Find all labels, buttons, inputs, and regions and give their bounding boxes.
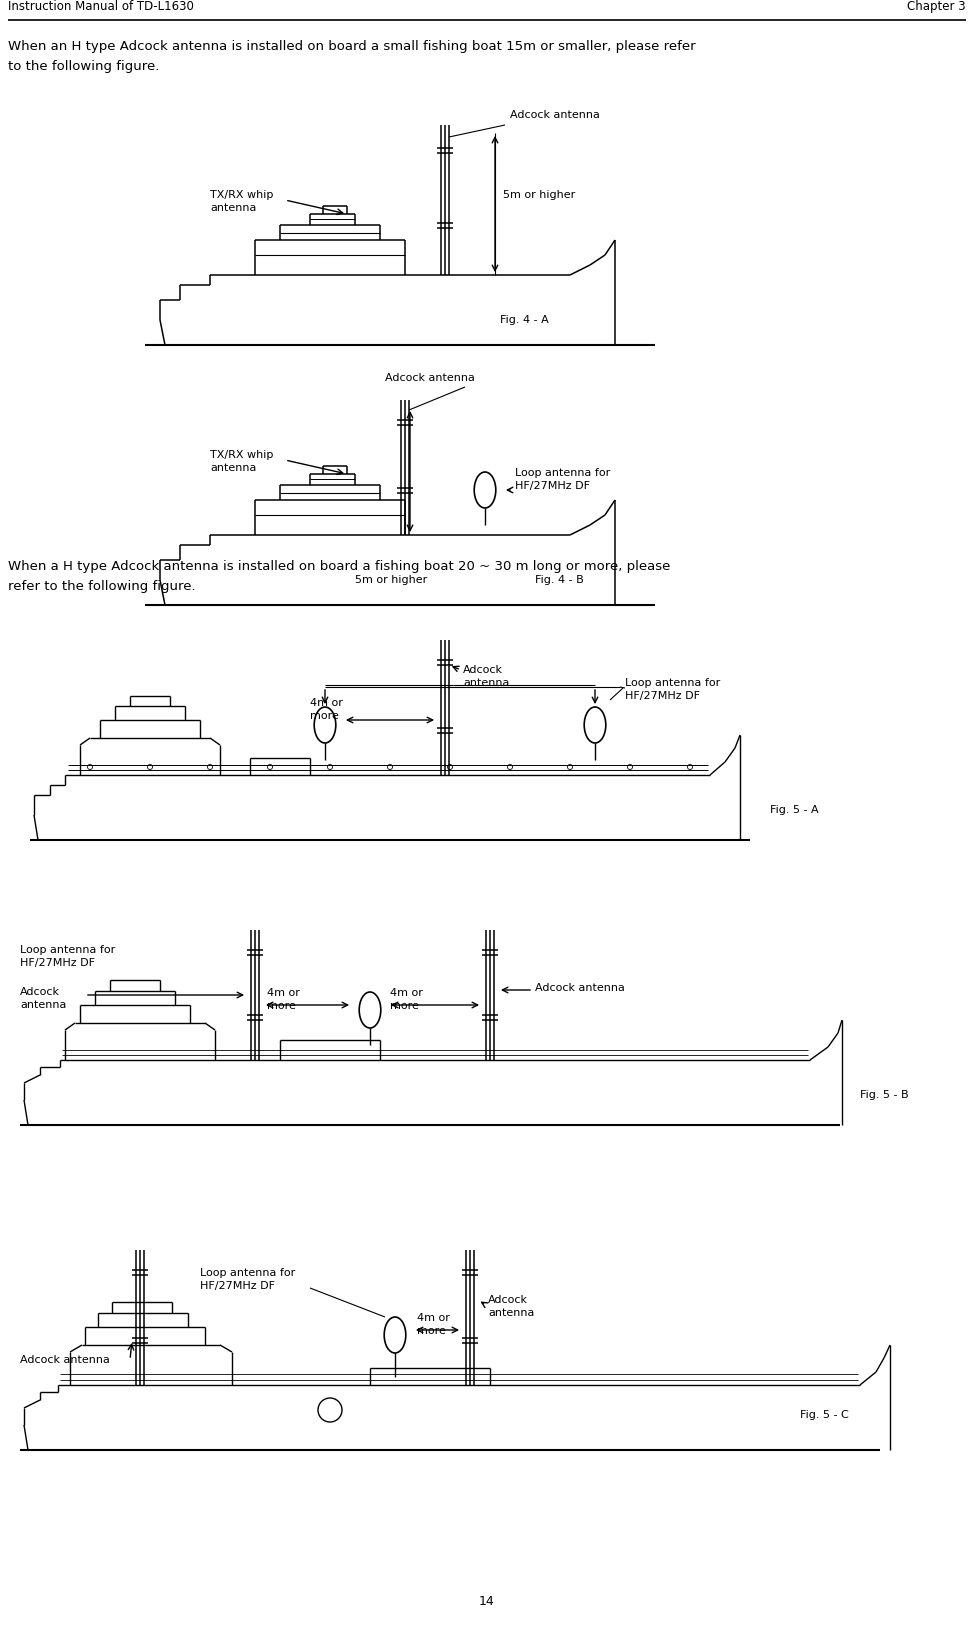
Text: TX/RX whip: TX/RX whip [210,450,274,460]
Text: antenna: antenna [210,203,256,213]
Text: Adcock antenna: Adcock antenna [20,1355,110,1365]
Text: Fig. 5 - A: Fig. 5 - A [770,804,818,816]
Text: Instruction Manual of TD-L1630: Instruction Manual of TD-L1630 [8,0,194,13]
Text: HF/27MHz DF: HF/27MHz DF [515,481,590,491]
Text: Chapter 3: Chapter 3 [908,0,966,13]
Text: Fig. 5 - B: Fig. 5 - B [860,1090,909,1100]
Text: refer to the following figure.: refer to the following figure. [8,580,196,593]
Text: more: more [310,712,339,722]
Text: 5m or higher: 5m or higher [355,575,428,585]
Text: When an H type Adcock antenna is installed on board a small fishing boat 15m or : When an H type Adcock antenna is install… [8,41,695,54]
Text: Fig. 4 - A: Fig. 4 - A [500,315,548,325]
Text: Adcock antenna: Adcock antenna [385,374,475,383]
Text: Adcock: Adcock [463,665,503,674]
Text: 4m or: 4m or [310,699,343,708]
Text: 4m or: 4m or [417,1313,450,1323]
Text: antenna: antenna [488,1308,535,1318]
Text: antenna: antenna [210,463,256,473]
Text: Loop antenna for: Loop antenna for [625,678,720,687]
Text: 4m or: 4m or [390,988,423,998]
Text: to the following figure.: to the following figure. [8,60,160,73]
Text: When a H type Adcock antenna is installed on board a fishing boat 20 ~ 30 m long: When a H type Adcock antenna is installe… [8,561,670,574]
Text: more: more [417,1326,446,1336]
Text: 4m or: 4m or [267,988,300,998]
Text: more: more [267,1001,296,1011]
Text: Adcock antenna: Adcock antenna [510,111,600,120]
Text: Loop antenna for: Loop antenna for [20,946,115,955]
Text: Adcock antenna: Adcock antenna [535,983,625,993]
Text: Fig. 4 - B: Fig. 4 - B [535,575,583,585]
Text: 5m or higher: 5m or higher [503,190,576,200]
Text: TX/RX whip: TX/RX whip [210,190,274,200]
Text: HF/27MHz DF: HF/27MHz DF [625,691,700,700]
Text: Adcock: Adcock [488,1295,528,1305]
Text: more: more [390,1001,419,1011]
Text: HF/27MHz DF: HF/27MHz DF [20,959,95,968]
Text: Loop antenna for: Loop antenna for [200,1268,295,1277]
Text: 14: 14 [479,1596,495,1609]
Text: HF/27MHz DF: HF/27MHz DF [200,1280,275,1290]
Text: Fig. 5 - C: Fig. 5 - C [800,1410,848,1420]
Text: Loop antenna for: Loop antenna for [515,468,611,478]
Text: antenna: antenna [463,678,509,687]
Text: antenna: antenna [20,999,66,1011]
Text: Adcock: Adcock [20,986,60,998]
